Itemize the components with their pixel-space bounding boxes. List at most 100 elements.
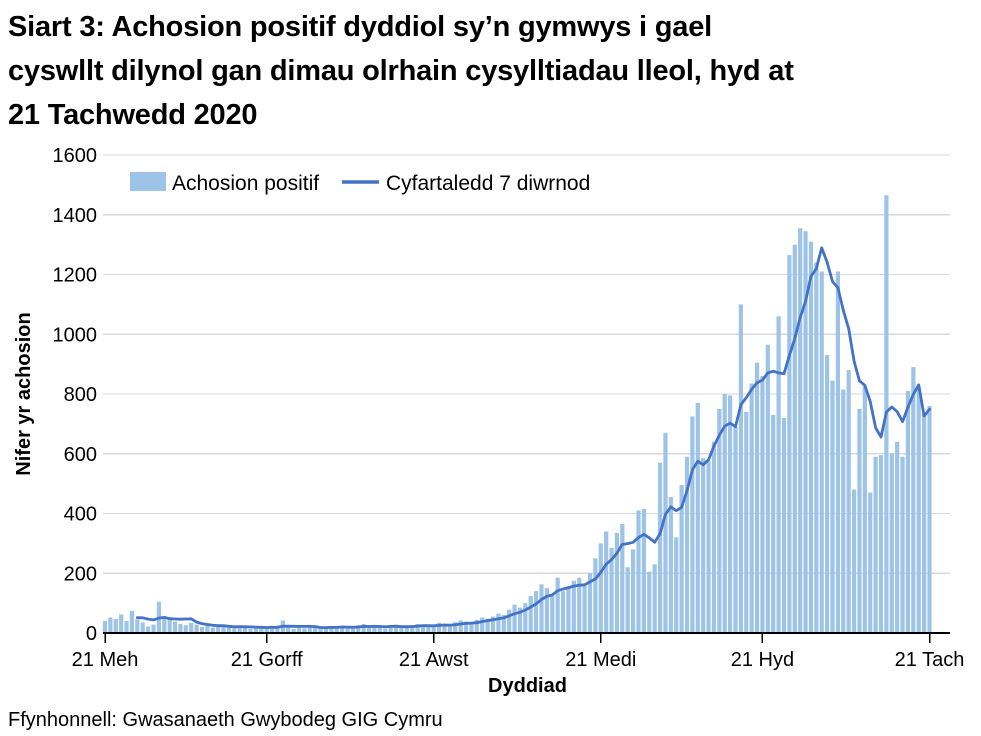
bar [415,624,420,633]
bar [738,304,743,634]
bar [517,607,523,633]
bar [269,627,275,633]
bar [684,456,690,633]
bar [771,414,776,633]
bar [744,411,749,633]
bar [711,441,717,633]
bar [388,626,393,633]
bar [636,510,641,633]
bar [205,625,210,633]
bar [474,619,479,633]
bar [911,367,916,633]
daily-cases-bars [102,195,932,634]
bar [722,394,727,633]
bar [259,626,264,633]
bar [248,628,253,633]
chart-title-line-3: 21 Tachwedd 2020 [8,99,258,131]
x-tick-label: 21 Gorff [231,649,303,671]
bar [350,628,355,633]
x-axis-title: Dyddiad [488,675,567,697]
bar [226,627,232,633]
bar [754,362,760,633]
bar [550,594,555,633]
bar [426,627,431,633]
y-tick-label: 800 [64,384,97,406]
bar [501,615,506,633]
bar [119,614,124,633]
bar [172,621,178,633]
bar [377,627,382,633]
bar [210,627,215,633]
bar [851,489,857,633]
bar [162,616,167,633]
bar [614,532,620,633]
legend-line-label: Cyfartaledd 7 diwrnod [386,172,590,195]
y-tick-label: 0 [86,623,97,645]
bar [905,391,911,633]
bar [657,462,663,633]
bar [733,426,738,633]
bar [194,624,199,633]
chart-title-line-2: cyswllt dilynol gan dimau olrhain cysyll… [8,55,794,87]
y-tick-label: 1400 [53,205,98,227]
bar [463,621,469,633]
bar [490,616,496,633]
x-tick-label: 21 Medi [565,649,636,671]
bar [453,622,458,633]
bar [356,625,361,633]
bar [372,625,377,633]
bar [399,625,404,633]
bar [544,588,549,633]
bar [232,628,237,633]
bar [313,627,318,633]
bar [560,591,566,633]
bar [641,509,646,633]
bar [668,497,673,633]
bar [857,408,862,633]
bar [577,577,582,633]
bar [625,567,630,633]
y-tick-label: 1000 [53,324,98,346]
bar [534,591,539,633]
bar [334,627,339,633]
bar [598,543,603,634]
bar [361,624,366,633]
bar [701,458,706,633]
bar [296,627,302,633]
bar [895,441,900,633]
bar [485,618,490,633]
bar [307,626,312,633]
x-tick-label: 21 Awst [399,649,469,671]
x-tick-label: 21 Hyd [731,649,794,671]
y-tick-label: 1600 [53,145,98,167]
bar [253,627,258,633]
bar [340,625,345,633]
bar [787,255,792,633]
legend-bar-label: Achosion positif [172,172,319,195]
bar [593,558,598,633]
y-tick-label: 1200 [53,265,98,287]
chart-canvas: 0 200 400 600 800 1000 1200 1400 1600 21 Meh 21 Go… [13,145,964,697]
bar [889,453,894,633]
bar [383,628,388,633]
bar [302,628,307,633]
bar [393,624,399,633]
bar [900,456,905,633]
legend-bar-swatch [130,172,166,191]
bar [609,547,614,633]
bar [582,585,587,633]
bar [345,627,350,633]
seven-day-average-line [135,246,931,630]
bar [690,416,695,633]
bar [679,485,684,633]
bar [480,617,485,633]
bar [792,244,797,634]
bar [776,316,781,633]
bar [706,461,711,633]
bar [819,271,824,633]
bar [674,537,679,633]
bar [237,625,242,633]
bar [243,627,248,633]
bar [620,523,625,633]
